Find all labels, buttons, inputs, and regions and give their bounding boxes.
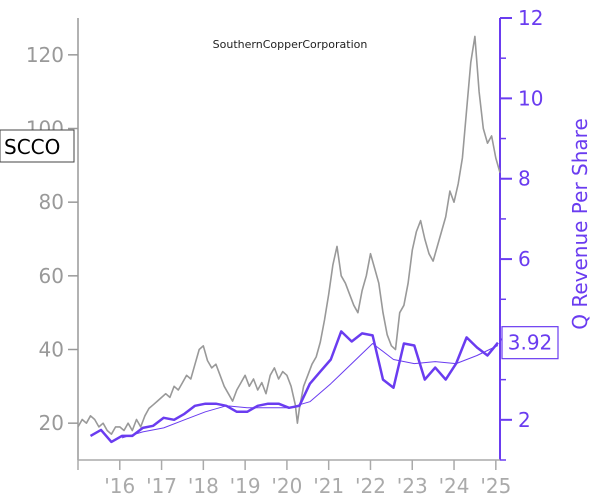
axes-layer: 2040608010012024681012'16'17'18'19'20'21… xyxy=(26,6,544,498)
left-axis-tick-label: 60 xyxy=(39,264,64,288)
x-axis-tick-label: '16 xyxy=(104,474,135,498)
last-value-label: 3.92 xyxy=(508,331,553,355)
left-axis-tick-label: 120 xyxy=(26,43,64,67)
x-axis-tick-label: '22 xyxy=(355,474,386,498)
x-axis-tick-label: '24 xyxy=(439,474,470,498)
right-axis-tick-label: 12 xyxy=(518,6,543,30)
ticker-label: SCCO xyxy=(4,135,60,159)
ticker-badge xyxy=(0,129,75,163)
left-axis-tick-label: 20 xyxy=(39,411,64,435)
left-axis-tick-label: 40 xyxy=(39,338,64,362)
right-axis-tick-label: 2 xyxy=(518,408,531,432)
right-axis-tick-label: 8 xyxy=(518,167,531,191)
x-axis-tick-label: '18 xyxy=(188,474,219,498)
series-line-1 xyxy=(89,330,499,444)
left-axis-tick-label: 80 xyxy=(39,190,64,214)
chart-title: SouthernCopperCorporation xyxy=(213,38,368,51)
x-axis-tick-label: '25 xyxy=(480,474,511,498)
labels-layer: SCCO 3.92 Q Revenue Per Share xyxy=(0,118,592,360)
x-axis-tick-label: '19 xyxy=(230,474,261,498)
series-layer xyxy=(77,35,501,444)
right-axis-tick-label: 10 xyxy=(518,86,543,110)
series-line-2 xyxy=(121,343,499,439)
x-axis-tick-label: '23 xyxy=(397,474,428,498)
last-value-badge xyxy=(501,326,559,360)
x-axis-tick-label: '20 xyxy=(271,474,302,498)
right-axis-tick-label: 6 xyxy=(518,247,531,271)
x-axis-tick-label: '21 xyxy=(313,474,344,498)
right-axis-label: Q Revenue Per Share xyxy=(568,118,592,330)
x-axis-tick-label: '17 xyxy=(146,474,177,498)
series-line-0 xyxy=(77,35,501,436)
